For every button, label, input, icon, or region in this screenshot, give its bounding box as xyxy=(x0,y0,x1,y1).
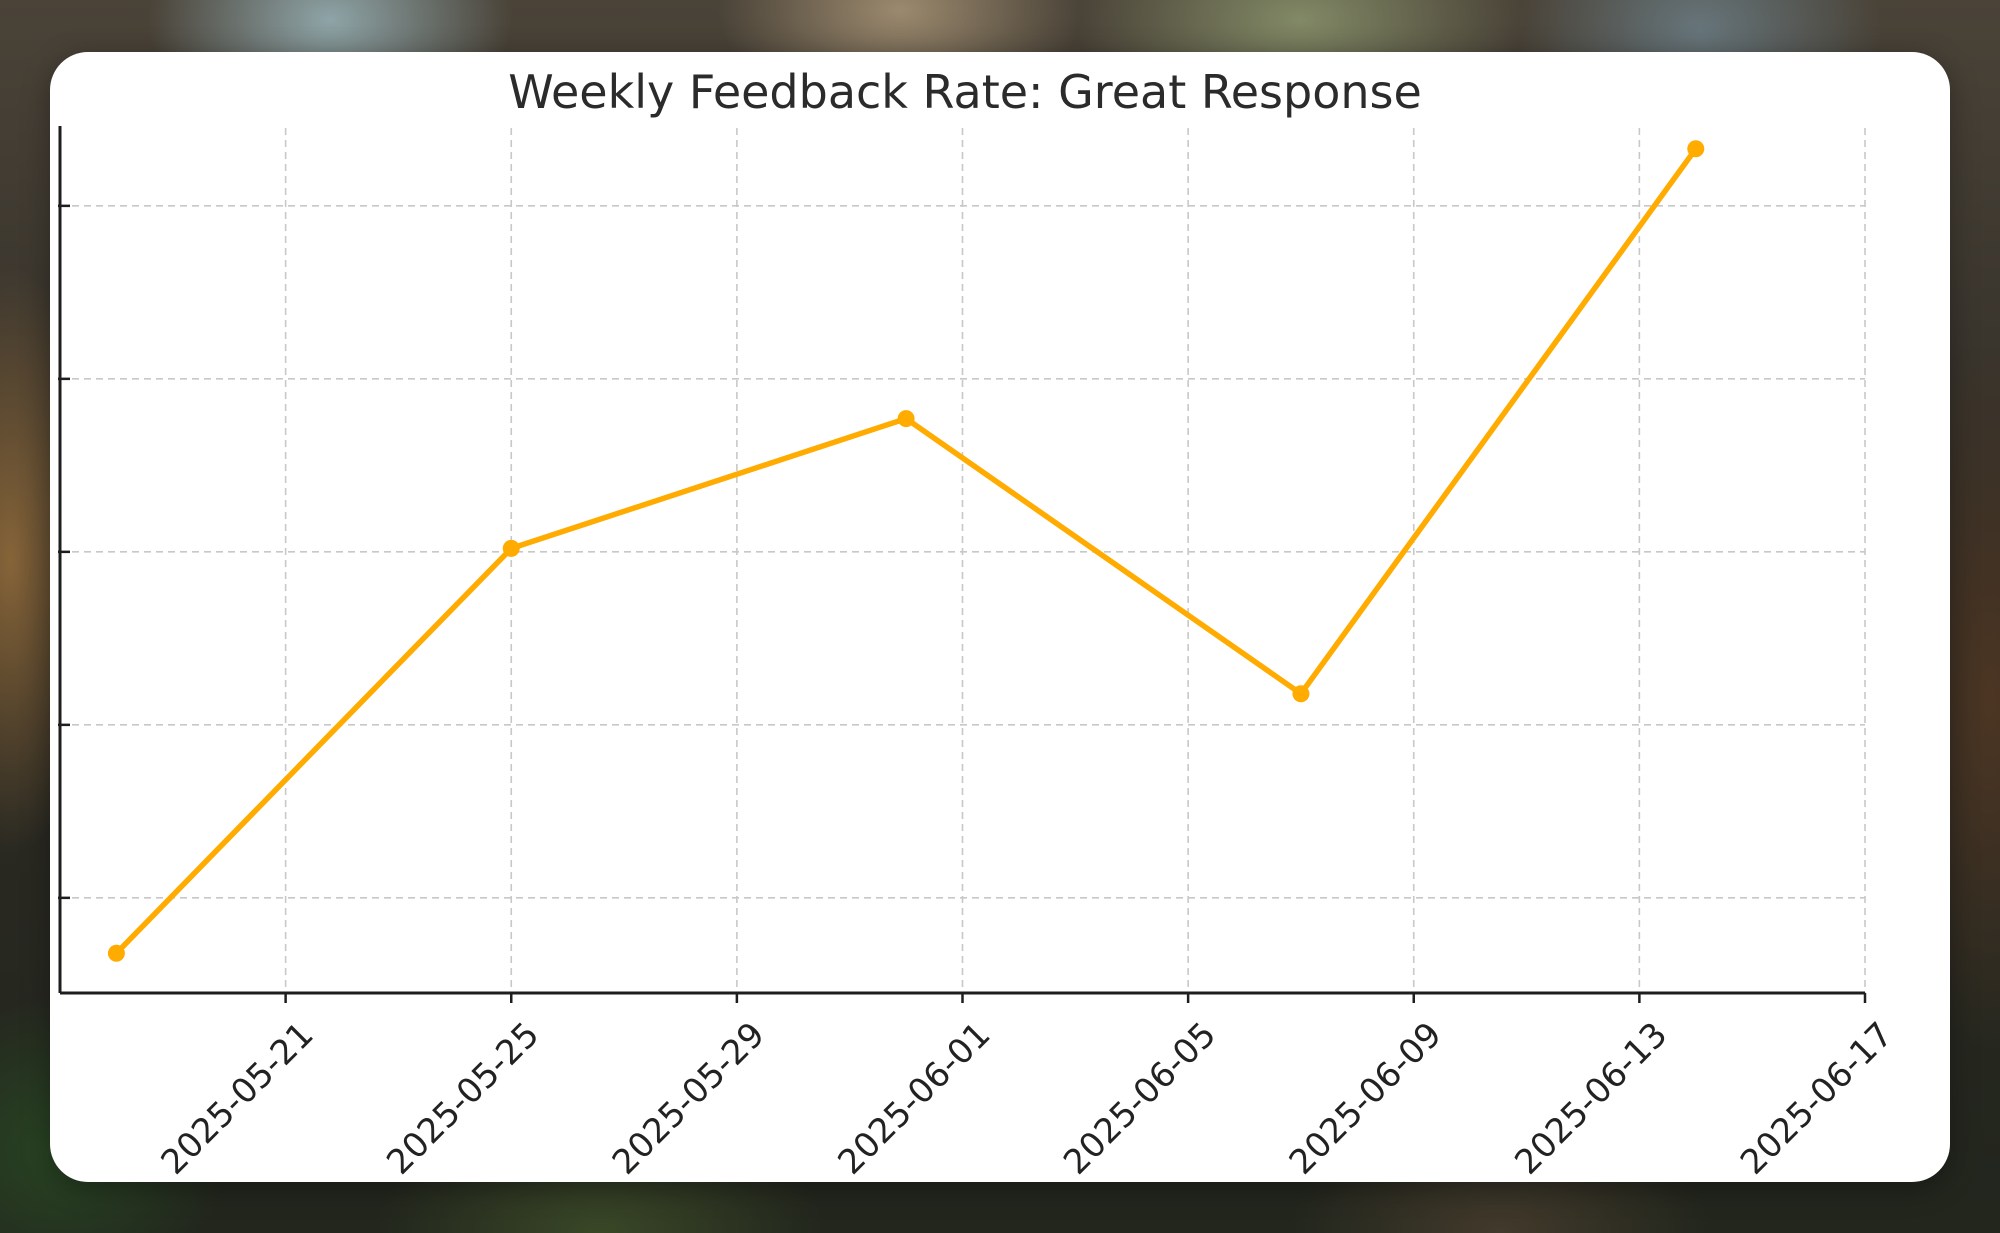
series-line xyxy=(113,146,1699,956)
grid-lines xyxy=(60,128,1866,993)
axes xyxy=(58,126,1867,1003)
x-tick-label: 2025-06-17 xyxy=(1733,1015,1901,1183)
x-tick-label: 2025-05-25 xyxy=(379,1015,547,1183)
data-point xyxy=(502,539,520,557)
data-point xyxy=(1687,140,1705,158)
data-series xyxy=(107,140,1705,962)
data-point xyxy=(1292,685,1310,703)
chart-title: Weekly Feedback Rate: Great Response xyxy=(508,65,1422,119)
data-point xyxy=(107,944,125,962)
x-tick-label: 2025-06-13 xyxy=(1507,1015,1675,1183)
x-tick-label: 2025-05-21 xyxy=(154,1015,322,1183)
x-tick-labels: 2025-05-21 2025-05-25 2025-05-29 2025-06-01… xyxy=(154,1015,1901,1183)
x-tick-label: 2025-05-29 xyxy=(605,1015,773,1183)
data-point xyxy=(897,410,915,428)
x-tick-label: 2025-06-09 xyxy=(1282,1015,1450,1183)
x-tick-label: 2025-06-05 xyxy=(1056,1015,1224,1183)
x-tick-label: 2025-06-01 xyxy=(830,1015,998,1183)
